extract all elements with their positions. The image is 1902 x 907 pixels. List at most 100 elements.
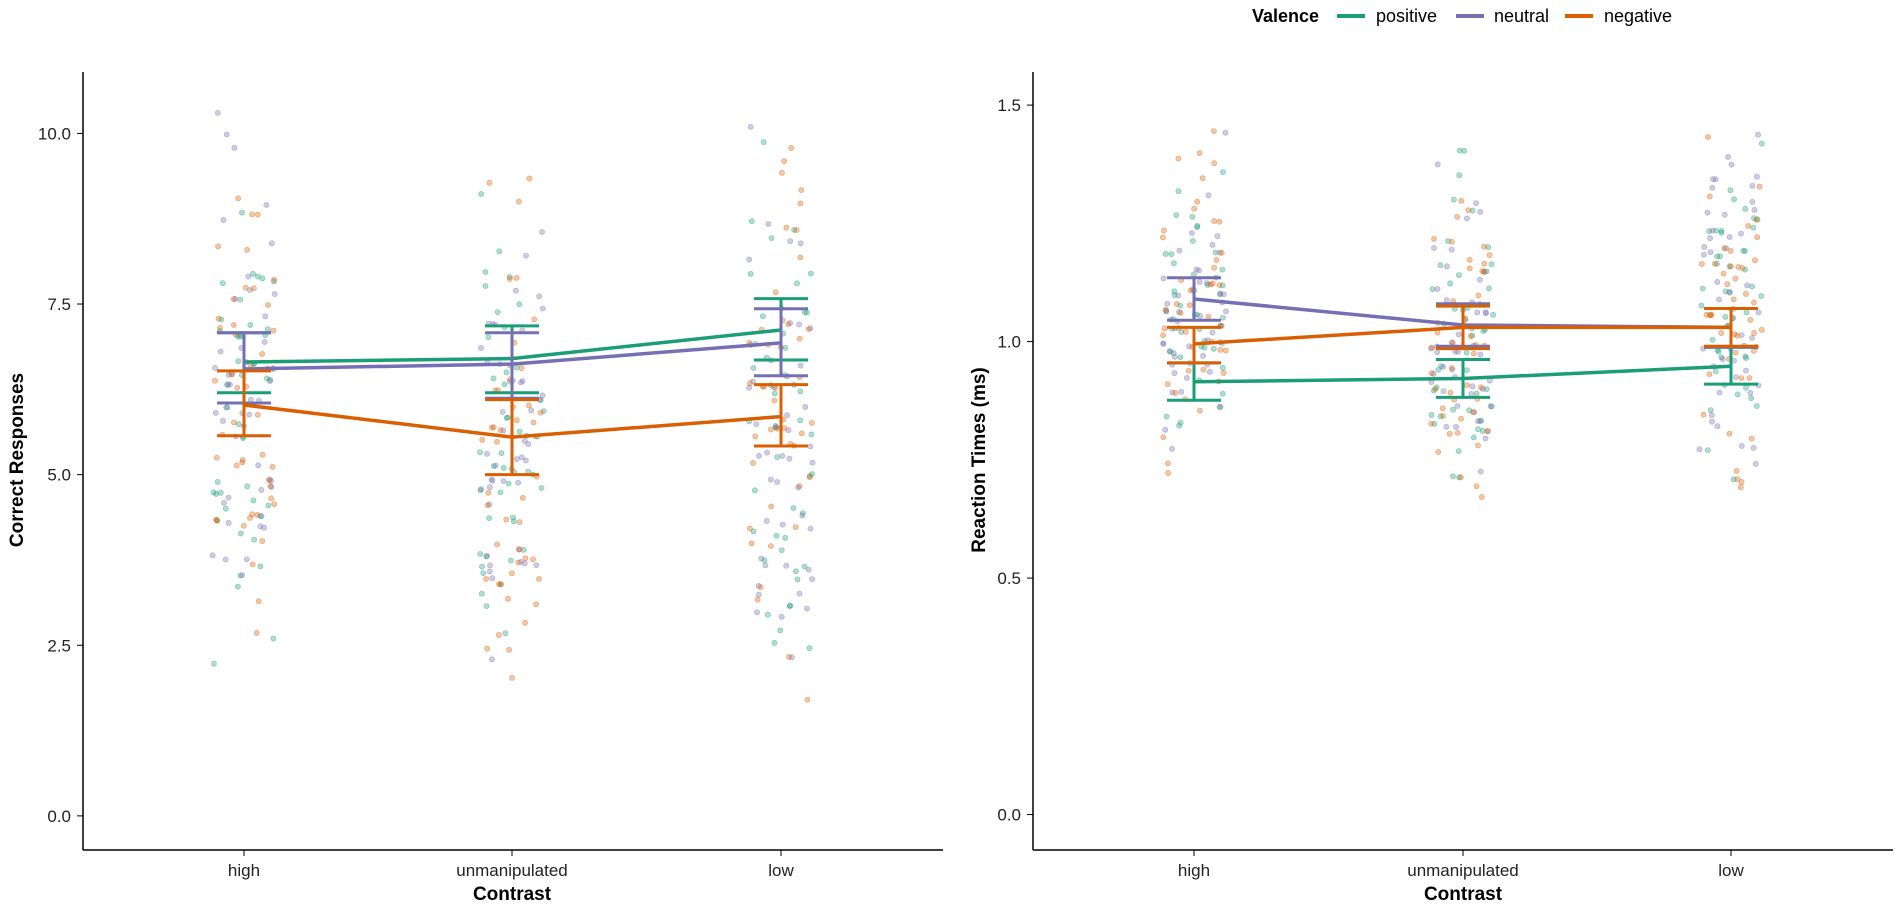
data-point-neutral: [1738, 230, 1744, 237]
data-point-neutral: [1738, 332, 1745, 338]
data-point-positive: [760, 313, 766, 320]
data-point-negative: [486, 179, 493, 186]
data-point-positive: [234, 583, 241, 590]
data-point-neutral: [1487, 403, 1494, 409]
data-point-positive: [237, 296, 244, 303]
data-point-positive: [501, 381, 508, 388]
data-point-neutral: [1175, 292, 1182, 299]
data-point-negative: [230, 419, 237, 426]
data-point-positive: [1485, 244, 1492, 251]
data-point-negative: [484, 502, 491, 509]
data-point-negative: [1465, 207, 1472, 213]
data-point-positive: [1220, 169, 1226, 175]
data-point-positive: [483, 603, 490, 609]
data-point-neutral: [1176, 309, 1182, 315]
y-tick-label: 0.0: [47, 807, 71, 826]
data-point-neutral: [521, 437, 528, 444]
data-point-neutral: [772, 422, 779, 429]
data-point-positive: [213, 490, 219, 497]
data-point-negative: [235, 195, 242, 202]
data-point-neutral: [212, 409, 219, 416]
data-point-negative: [1435, 449, 1442, 455]
data-point-negative: [1160, 234, 1166, 241]
data-point-negative: [1431, 235, 1437, 242]
data-point-positive: [486, 515, 493, 521]
data-point-negative: [1213, 257, 1220, 263]
data-point-neutral: [1178, 388, 1185, 395]
data-point-negative: [1754, 234, 1761, 241]
data-point-negative: [1703, 311, 1710, 318]
data-point-negative: [1458, 197, 1465, 204]
data-point-negative: [750, 460, 756, 466]
data-point-negative: [1484, 428, 1491, 434]
data-point-positive: [1219, 266, 1226, 273]
data-point-positive: [257, 563, 264, 570]
panel-reaction-times: 0.0 0.5 1.0 1.5 high unmanipulated low Cont…: [969, 72, 1893, 905]
data-point-positive: [760, 139, 767, 145]
data-point-positive: [782, 534, 789, 541]
data-point-positive: [771, 390, 778, 397]
data-point-positive: [516, 301, 523, 308]
data-point-positive: [1464, 367, 1470, 373]
data-point-negative: [805, 326, 812, 332]
data-point-neutral: [1220, 291, 1227, 298]
data-point-neutral: [477, 487, 484, 494]
data-point-negative: [1160, 332, 1166, 339]
data-point-neutral: [765, 221, 772, 227]
data-point-negative: [1216, 282, 1223, 288]
data-point-neutral: [1747, 389, 1754, 396]
data-point-negative: [1751, 329, 1757, 336]
data-point-negative: [1164, 381, 1171, 387]
x-tick-label-unmanipulated: unmanipulated: [1407, 861, 1519, 880]
data-point-negative: [1753, 216, 1760, 223]
data-point-positive: [1455, 448, 1462, 455]
data-point-negative: [788, 145, 795, 151]
data-point-neutral: [783, 562, 790, 569]
data-point-negative: [785, 321, 792, 328]
data-point-negative: [1479, 494, 1485, 500]
data-point-positive: [1190, 238, 1196, 244]
error-bar-neutral: [754, 307, 808, 378]
data-point-negative: [249, 211, 255, 218]
data-point-negative: [515, 559, 522, 566]
data-point-positive: [494, 309, 501, 315]
data-point-negative: [1698, 261, 1705, 267]
data-point-neutral: [267, 378, 273, 384]
data-point-positive: [244, 483, 251, 490]
data-point-neutral: [500, 478, 507, 484]
data-point-neutral: [271, 291, 278, 297]
data-point-positive: [1749, 283, 1755, 290]
data-point-negative: [522, 619, 528, 626]
data-point-neutral: [1205, 192, 1212, 199]
error-bar-negative: [1167, 325, 1221, 365]
data-point-neutral: [1468, 390, 1475, 397]
data-point-neutral: [1216, 249, 1223, 256]
data-point-positive: [1714, 253, 1720, 260]
data-point-negative: [479, 436, 486, 443]
y-tick-label: 5.0: [47, 466, 71, 485]
data-point-negative: [792, 524, 799, 530]
data-point-neutral: [779, 521, 786, 528]
data-point-positive: [794, 576, 801, 583]
data-point-negative: [748, 540, 755, 547]
data-point-positive: [1714, 260, 1720, 267]
data-point-negative: [244, 246, 250, 253]
data-point-positive: [1220, 364, 1226, 371]
data-point-negative: [1177, 309, 1184, 316]
data-point-negative: [1475, 442, 1481, 449]
data-point-negative: [1439, 405, 1446, 412]
data-point-neutral: [1443, 297, 1450, 304]
data-point-neutral: [1752, 460, 1759, 467]
data-point-neutral: [1207, 368, 1213, 375]
data-point-neutral: [539, 392, 546, 399]
error-bar-negative: [217, 369, 271, 438]
data-point-positive: [1450, 473, 1456, 480]
data-point-negative: [1165, 470, 1172, 476]
data-point-neutral: [1448, 246, 1455, 253]
error-bar-negative: [754, 383, 808, 448]
data-point-neutral: [797, 240, 804, 247]
data-point-positive: [748, 218, 755, 225]
x-ticks: high unmanipulated low: [228, 850, 794, 880]
data-point-negative: [1186, 302, 1193, 308]
